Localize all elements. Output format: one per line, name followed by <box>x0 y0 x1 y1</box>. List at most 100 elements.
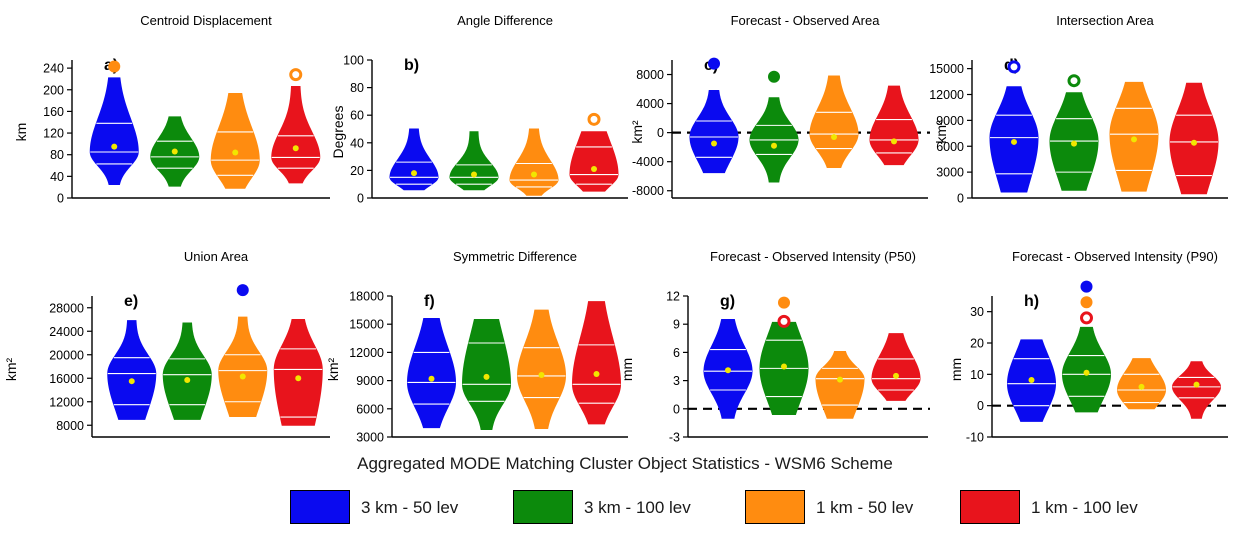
y-tick-label: 0 <box>673 402 680 416</box>
violin-body <box>89 77 139 185</box>
y-tick-label: 3000 <box>356 431 384 445</box>
violin-body <box>1172 361 1221 419</box>
outlier-marker-filled <box>1080 296 1093 309</box>
mean-dot <box>593 371 600 378</box>
legend-swatch-3km-100lev <box>513 490 573 524</box>
y-tick-label: 0 <box>957 192 964 206</box>
mean-dot <box>837 376 843 383</box>
violin-1-km-100-lev <box>271 68 321 184</box>
y-tick-label: 6000 <box>356 402 384 416</box>
violin-body <box>815 350 865 419</box>
panel-letter: g) <box>720 293 735 310</box>
mean-dot <box>1191 139 1197 146</box>
y-tick-label: 80 <box>350 81 364 95</box>
panel-title: Union Area <box>184 249 249 264</box>
outlier-marker-open <box>777 314 791 328</box>
outlier-marker-filled <box>108 60 121 73</box>
violin-1-km-100-lev <box>1169 82 1219 195</box>
y-tick-label: 20 <box>350 164 364 178</box>
violin-body <box>271 86 321 184</box>
mean-dot <box>428 375 435 382</box>
violin-body <box>569 131 619 192</box>
violin-1-km-100-lev <box>569 112 619 192</box>
violin-body <box>1061 326 1112 413</box>
mean-dot <box>1011 138 1017 145</box>
panel-c: Forecast - Observed Areac)-8000-40000400… <box>629 13 930 199</box>
y-tick-label: 16000 <box>49 372 84 386</box>
y-tick-label: 3000 <box>936 166 964 180</box>
violin-3-km-50-lev <box>1006 339 1057 422</box>
y-tick-label: 9 <box>673 318 680 332</box>
mean-dot <box>725 367 731 374</box>
outlier-marker-open <box>1080 311 1093 325</box>
y-tick-label: 0 <box>357 192 364 206</box>
y-tick-label: -4000 <box>632 155 664 169</box>
violin-1-km-50-lev <box>1109 81 1159 192</box>
mean-dot <box>483 373 490 380</box>
y-tick-label: 12000 <box>349 346 384 360</box>
panel-letter: h) <box>1024 293 1039 310</box>
violin-1-km-100-lev <box>572 301 621 425</box>
y-tick-label: 40 <box>50 170 64 184</box>
legend-swatch-3km-50lev <box>290 490 350 524</box>
violin-3-km-50-lev <box>89 60 139 185</box>
violin-3-km-100-lev <box>1061 280 1112 413</box>
mean-dot <box>893 372 899 379</box>
panel-g: Forecast - Observed Intensity (P50) g) -3 0… <box>619 249 930 445</box>
outlier-marker-filled <box>708 57 720 70</box>
y-tick-label: 10 <box>970 368 984 382</box>
y-tick-label: 60 <box>350 109 364 123</box>
violin-body <box>1169 82 1219 195</box>
panel-title: Forecast - Observed Intensity (P50) <box>710 249 916 264</box>
mean-dot <box>781 363 787 370</box>
legend: 3 km - 50 lev 3 km - 100 lev 1 km - 50 l… <box>0 488 1250 530</box>
outlier-marker-filled <box>778 296 790 309</box>
outlier-marker-open <box>1067 74 1081 88</box>
y-tick-label: 30 <box>970 305 984 319</box>
mean-dot <box>171 148 178 155</box>
violin-body <box>218 316 268 417</box>
outlier-marker-open <box>1007 60 1021 74</box>
mean-dot <box>239 373 246 380</box>
panel-letter: e) <box>124 293 138 310</box>
legend-label-3km-50lev: 3 km - 50 lev <box>361 498 459 517</box>
violin-3-km-100-lev <box>462 319 511 430</box>
y-axis-label: mm <box>948 358 964 381</box>
violin-body <box>449 131 499 191</box>
mean-dot <box>711 140 717 147</box>
mean-dot <box>1083 369 1090 376</box>
mean-dot <box>295 375 302 382</box>
legend-label-1km-50lev: 1 km - 50 lev <box>816 498 914 517</box>
outlier-marker-filled <box>1080 280 1093 293</box>
violin-1-km-50-lev <box>1117 358 1166 410</box>
y-axis-label: km² <box>933 120 949 144</box>
y-tick-label: 8000 <box>636 68 664 82</box>
violin-1-km-100-lev <box>273 319 323 426</box>
y-tick-label: 9000 <box>356 374 384 388</box>
violin-1-km-50-lev <box>509 128 559 196</box>
violin-body <box>509 128 559 196</box>
y-tick-label: 200 <box>43 83 64 97</box>
mean-dot <box>184 377 191 384</box>
violin-body <box>809 75 859 168</box>
mean-dot <box>831 133 837 140</box>
y-tick-label: 15000 <box>929 62 964 76</box>
violin-3-km-100-lev <box>449 131 499 191</box>
y-tick-label: 8000 <box>56 419 84 433</box>
panel-title: Forecast - Observed Area <box>731 13 881 28</box>
panel-title: Forecast - Observed Intensity (P90) <box>1012 249 1218 264</box>
y-axis-label: km² <box>325 358 341 382</box>
panel-e: Union Area e) 8000 12000 16000 20000 24000 2800… <box>3 249 330 438</box>
y-tick-label: 6000 <box>936 140 964 154</box>
mean-dot <box>411 170 417 177</box>
mean-dot <box>128 378 135 385</box>
violin-body <box>572 301 621 425</box>
y-tick-label: 28000 <box>49 301 84 315</box>
panel-title: Angle Difference <box>457 13 553 28</box>
mean-dot <box>538 371 545 378</box>
mean-dot <box>591 166 597 173</box>
y-tick-label: 240 <box>43 62 64 76</box>
violin-body <box>517 309 566 430</box>
y-tick-label: 18000 <box>349 290 384 304</box>
y-tick-label: 6 <box>673 346 680 360</box>
